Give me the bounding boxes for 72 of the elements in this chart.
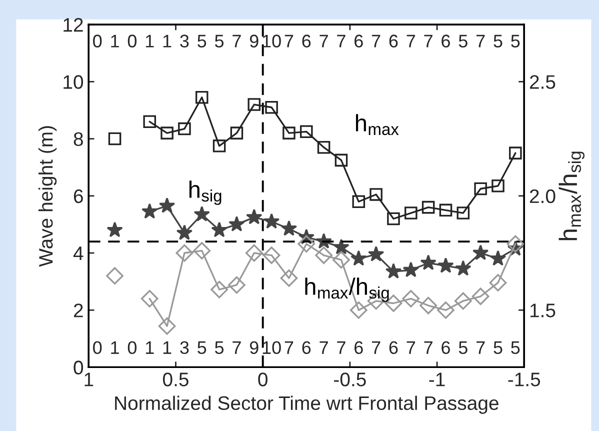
annotation: 5: [494, 34, 502, 48]
annotation: 9: [250, 34, 258, 48]
annotation: 7: [372, 34, 380, 48]
annotation: 1: [111, 341, 119, 354]
annotation: 7: [406, 34, 416, 48]
series-label: h$_{sig}$: [189, 180, 222, 205]
y2-tick-label: 2.5: [530, 75, 556, 89]
annotation: 7: [232, 34, 241, 48]
annotation: 6: [354, 341, 363, 354]
annotation: 5: [458, 341, 468, 354]
annotation: 5: [494, 341, 502, 354]
y2-tick-label: 1.5: [530, 304, 556, 318]
annotation: 6: [442, 341, 450, 354]
annotation: 9: [250, 341, 258, 354]
annotation: 7: [284, 34, 294, 48]
annotation: 1: [163, 341, 172, 354]
y-tick-label: 6: [74, 189, 83, 204]
annotation: 7: [372, 341, 380, 354]
x-tick-label: -1.5: [508, 372, 540, 386]
y-tick-label: 12: [64, 18, 83, 32]
annotation: 7: [476, 341, 485, 354]
annotation: 7: [476, 34, 485, 48]
annotation: 6: [389, 34, 398, 48]
annotation: 7: [337, 341, 346, 354]
annotation: 7: [406, 341, 416, 354]
y-tick-label: 8: [74, 132, 83, 146]
annotation: 6: [354, 34, 363, 48]
annotation: 5: [198, 341, 206, 354]
annotation: 0: [93, 34, 102, 48]
annotation: 3: [180, 34, 189, 48]
annotation: 6: [302, 34, 311, 48]
annotation: 0: [93, 341, 102, 354]
annotation: 7: [424, 34, 432, 48]
annotation: 6: [442, 34, 450, 48]
y-axis-title: Wave height (m): [38, 126, 57, 267]
x-tick-label: 0.5: [162, 372, 188, 386]
annotation: 0: [128, 341, 137, 354]
annotation: 1: [146, 34, 154, 48]
annotation: 5: [511, 341, 520, 354]
annotation: 0: [128, 34, 137, 48]
series-label: h$_{max}$: [356, 114, 399, 136]
y-tick-label: 2: [74, 304, 83, 318]
annotation: 5: [214, 34, 224, 48]
annotation: 6: [302, 341, 311, 354]
annotation: 6: [389, 341, 398, 354]
annotation: 7: [320, 34, 328, 48]
annotation: 5: [458, 34, 468, 48]
annotation: 7: [337, 34, 346, 48]
annotation: 10: [262, 34, 281, 48]
x-tick-label: -0.5: [334, 372, 366, 386]
x-tick-label: 1: [84, 372, 94, 386]
y2-axis-title: h$_{max}$/h$_{sig}$: [558, 152, 584, 240]
annotation: 7: [232, 341, 241, 354]
annotation: 5: [511, 34, 520, 48]
x-tick-label: -1: [429, 372, 445, 386]
y-tick-label: 4: [73, 246, 84, 260]
y-tick-label: 10: [64, 75, 84, 89]
y-tick-label: 0: [74, 360, 84, 374]
y2-tick-label: 2.0: [530, 189, 556, 204]
annotation: 1: [163, 34, 172, 48]
x-axis-title: Normalized Sector Time wrt Frontal Passage: [115, 396, 498, 414]
x-tick-label: 0: [258, 372, 268, 386]
annotation: 1: [146, 341, 154, 354]
annotation: 3: [180, 341, 189, 354]
annotation: 5: [198, 34, 206, 48]
annotation: 5: [214, 341, 224, 354]
annotation: 7: [320, 341, 328, 354]
annotation: 7: [284, 341, 294, 354]
annotation: 1: [111, 34, 119, 48]
annotation: 10: [262, 341, 281, 354]
series-label: h$_{max}$/h$_{sig}$: [305, 278, 389, 302]
annotation: 7: [424, 341, 432, 354]
